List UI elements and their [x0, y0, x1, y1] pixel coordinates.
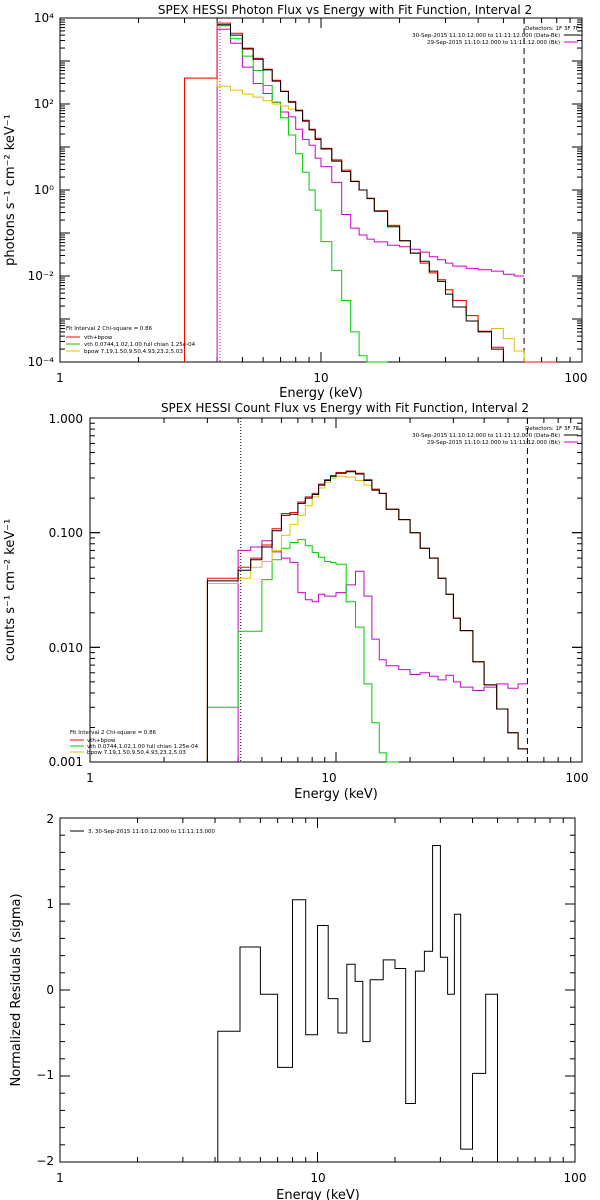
series-vth-bpow	[206, 470, 528, 762]
legend-entry-total: vth+bpow	[87, 738, 116, 744]
y-tick-label: −2	[36, 1154, 54, 1168]
series-bpow	[184, 77, 557, 363]
residuals-x-tick-labels: 1 10 100	[56, 1171, 586, 1185]
residuals-y-axis-label: Normalized Residuals (sigma)	[9, 893, 24, 1086]
legend-entry-vth: vth 0.0744,1.02,1.00 full chian 1.25e-04	[87, 744, 199, 750]
y-tick-label: 10⁻²	[28, 269, 55, 283]
x-tick-label-100: 100	[564, 1171, 587, 1185]
legend-title: Fit Interval 2 Chi-square = 0.86	[70, 730, 157, 736]
y-tick-label: 10⁴	[34, 11, 54, 25]
photon-y-axis-label: photons s⁻¹ cm⁻² keV⁻¹	[3, 114, 18, 266]
photon-header: Detectors: 1F 3F 7F 30-Sep-2015 11:10:12…	[412, 26, 579, 46]
photon-plot-frame	[59, 17, 583, 363]
y-tick-label: 0	[46, 983, 54, 997]
x-tick-label-10: 10	[313, 371, 328, 385]
residuals-axis-ticks	[59, 817, 576, 1163]
photon-legend: Fit Interval 2 Chi-square = 0.86 vth+bpo…	[66, 326, 196, 355]
legend-entry-vth: vth 0.0744,1.02,1.00 full chian 1.25e-04	[84, 342, 196, 348]
detectors-label: Detectors: 1F 3F 7F	[525, 26, 579, 32]
series-bk	[237, 540, 528, 762]
bk-interval-label: 29-Sep-2015 11:10:12.000 to 11:11:12.000…	[427, 440, 560, 446]
y-tick-label: 10⁰	[34, 183, 54, 197]
photon-chart-title: SPEX HESSI Photon Flux vs Energy with Fi…	[158, 3, 532, 17]
y-tick-label: 1.000	[49, 412, 83, 426]
count-header: Detectors: 1F 3F 7F 30-Sep-2015 11:10:12…	[412, 426, 579, 446]
legend-entry-total: vth+bpow	[84, 335, 113, 341]
series-vth	[206, 539, 399, 763]
legend-entry-bpow: bpow 7.19,1.50,9.50,4.93,23.2,5.03	[84, 349, 183, 355]
series-data-bk	[206, 471, 528, 762]
y-tick-label: 0.100	[49, 526, 83, 540]
x-tick-label-1: 1	[86, 771, 94, 785]
residuals-x-axis-label: Energy (keV)	[276, 1188, 360, 1200]
x-tick-label-100: 100	[566, 771, 589, 785]
count-flux-panel: SPEX HESSI Count Flux vs Energy with Fit…	[3, 401, 588, 802]
count-x-axis-label: Energy (keV)	[294, 787, 378, 802]
count-y-tick-labels: 0.001 0.010 0.100 1.000	[49, 412, 83, 769]
x-tick-label-1: 1	[56, 1171, 64, 1185]
series-vth-bpow	[184, 22, 557, 363]
y-tick-label: 1	[46, 897, 54, 911]
photon-x-axis-label: Energy (keV)	[279, 386, 363, 401]
count-chart-title: SPEX HESSI Count Flux vs Energy with Fit…	[161, 401, 529, 415]
x-tick-label-10: 10	[321, 771, 336, 785]
photon-x-tick-labels: 1 10 100	[56, 371, 587, 385]
y-tick-label: 2	[46, 812, 54, 826]
residuals-series-group	[217, 845, 498, 1162]
photon-y-tick-labels: 10⁻⁴ 10⁻² 10⁰ 10² 10⁴	[28, 11, 55, 369]
residuals-panel: 1 10 100 −2 −1 0 1 2 Energy (keV) Normal…	[9, 812, 586, 1200]
count-x-tick-labels: 1 10 100	[86, 771, 588, 785]
x-tick-label-10: 10	[310, 1171, 325, 1185]
y-tick-label: 0.001	[49, 755, 83, 769]
y-tick-label: 10⁻⁴	[28, 355, 55, 369]
legend-entry-bpow: bpow 7.19,1.50,9.50,4.93,23.2,5.03	[87, 750, 186, 756]
y-tick-label: −1	[36, 1068, 54, 1082]
legend-title: Fit Interval 2 Chi-square = 0.86	[66, 326, 153, 332]
y-tick-label: 0.010	[49, 641, 83, 655]
photon-axis-ticks	[59, 17, 583, 363]
data-interval-label: 30-Sep-2015 11:10:12.000 to 11:11:12.000…	[412, 433, 560, 439]
count-axis-ticks	[89, 417, 583, 763]
series-3-30-sep-2015-11-10-12-000-to-11-11-13-000	[217, 845, 498, 1162]
residuals-y-tick-labels: −2 −1 0 1 2	[36, 812, 54, 1168]
count-series-group	[206, 418, 528, 763]
series-vth	[217, 25, 388, 363]
x-tick-label-100: 100	[565, 371, 588, 385]
residuals-legend: 3. 30-Sep-2015 11:10:12.000 to 11:11:13.…	[70, 829, 215, 835]
photon-flux-panel: SPEX HESSI Photon Flux vs Energy with Fi…	[3, 3, 587, 401]
residuals-legend-entry: 3. 30-Sep-2015 11:10:12.000 to 11:11:13.…	[88, 829, 215, 835]
bk-interval-label: 29-Sep-2015 11:10:12.000 to 11:11:12.000…	[427, 40, 560, 46]
y-tick-label: 10²	[34, 97, 54, 111]
data-interval-label: 30-Sep-2015 11:10:12.000 to 11:11:12.000…	[412, 33, 560, 39]
count-y-axis-label: counts s⁻¹ cm⁻² keV⁻¹	[3, 519, 18, 662]
photon-series-group	[184, 18, 557, 363]
count-legend: Fit Interval 2 Chi-square = 0.86 vth+bpo…	[70, 730, 199, 756]
series-data-bk	[217, 24, 525, 363]
series-bpow	[206, 475, 528, 762]
detectors-label: Detectors: 1F 3F 7F	[525, 426, 579, 432]
x-tick-label-1: 1	[56, 371, 64, 385]
